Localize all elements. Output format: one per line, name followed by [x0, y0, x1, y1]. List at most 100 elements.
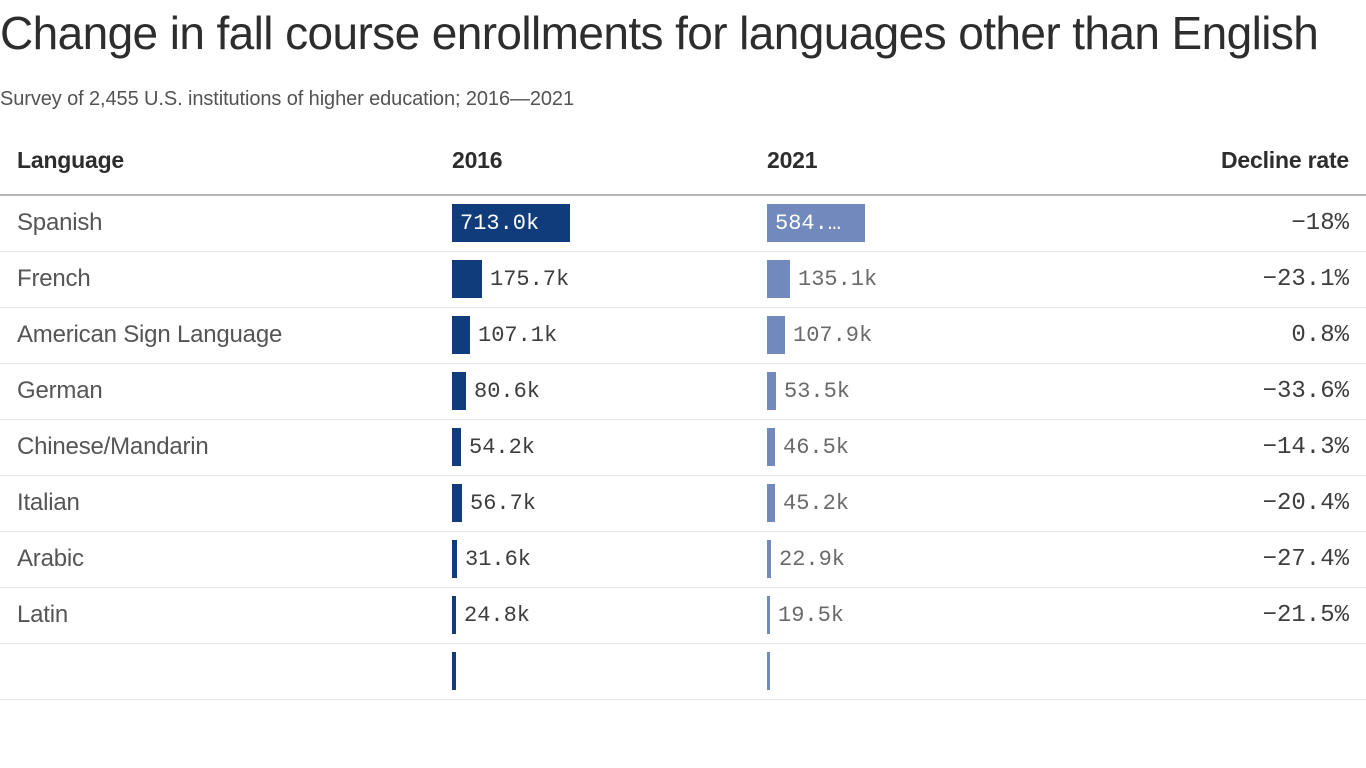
chart-header: Change in fall course enrollments for la…: [0, 0, 1366, 111]
bar-2021[interactable]: [767, 372, 776, 411]
table-header-row: Language 2016 2021 Decline rate: [0, 147, 1366, 195]
cell-2016: 713.0k: [452, 195, 767, 252]
cell-2016: 54.2k: [452, 419, 767, 475]
bar-group-2021: 22.9k: [767, 532, 1117, 587]
cell-decline-rate: −20.4%: [1262, 489, 1349, 517]
cell-decline-rate: −23.1%: [1262, 265, 1349, 293]
cell-language: American Sign Language: [17, 321, 283, 349]
cell-2021: 53.5k: [767, 363, 1117, 419]
cell-decline-rate: 0.8%: [1291, 321, 1349, 349]
cell-decline-rate: −14.3%: [1262, 433, 1349, 461]
table-row[interactable]: Spanish 713.0k 584.… −18%: [0, 195, 1366, 252]
cell-decline-rate: −33.6%: [1262, 377, 1349, 405]
table-row[interactable]: [0, 643, 1366, 700]
bar-group-2016: 80.6k: [452, 364, 767, 419]
cell-language: [0, 643, 452, 699]
column-header-2021[interactable]: 2021: [767, 146, 818, 173]
cell-language: Spanish: [17, 209, 103, 237]
bar-group-2021: 584.…: [767, 196, 1117, 251]
bar-2021[interactable]: [767, 260, 790, 299]
cell-2021: 19.5k: [767, 587, 1117, 643]
chart-subtitle: Survey of 2,455 U.S. institutions of hig…: [0, 87, 574, 110]
bar-group-2021: 135.1k: [767, 252, 1117, 307]
bar-value-label-2021: 22.9k: [779, 546, 846, 572]
table-row[interactable]: German 80.6k 53.5k −33.6%: [0, 363, 1366, 420]
cell-language: French: [17, 265, 91, 293]
column-header-language[interactable]: Language: [17, 146, 125, 173]
cell-2016: 107.1k: [452, 307, 767, 363]
cell-2016: 175.7k: [452, 251, 767, 307]
bar-2021[interactable]: [767, 484, 775, 523]
table-row[interactable]: American Sign Language 107.1k 107.9k 0.8%: [0, 307, 1366, 364]
bar-2016[interactable]: [452, 428, 461, 467]
bar-value-label-2016: 31.6k: [465, 546, 532, 572]
column-header-2016[interactable]: 2016: [452, 146, 503, 173]
table-row[interactable]: French 175.7k 135.1k −23.1%: [0, 251, 1366, 308]
bar-2021[interactable]: [767, 316, 785, 355]
bar-group-2021: 45.2k: [767, 476, 1117, 531]
bar-2016[interactable]: [452, 372, 466, 411]
cell-2016: 24.8k: [452, 587, 767, 643]
bar-group-2016: 713.0k: [452, 196, 767, 251]
table-body: Spanish 713.0k 584.… −18% French 175.7k 135.1k…: [0, 195, 1366, 700]
cell-2021: 584.…: [767, 195, 1117, 252]
bar-value-label-2016: 107.1k: [478, 322, 558, 348]
bar-2016[interactable]: 713.0k: [452, 204, 570, 243]
bar-group-2021: 53.5k: [767, 364, 1117, 419]
bar-value-label-2021: 584.…: [775, 210, 842, 236]
bar-value-label-2016: 54.2k: [469, 434, 536, 460]
bar-group-2016: [452, 644, 767, 699]
bar-value-label-2016: 80.6k: [474, 378, 541, 404]
cell-language: Chinese/Mandarin: [17, 433, 209, 461]
bar-2016[interactable]: [452, 540, 457, 579]
bar-2021[interactable]: [767, 652, 770, 691]
bar-value-label-2016: 24.8k: [464, 602, 531, 628]
table-row[interactable]: Latin 24.8k 19.5k −21.5%: [0, 587, 1366, 644]
cell-decline-rate: [1117, 643, 1366, 699]
bar-2021[interactable]: [767, 540, 771, 579]
bar-2016[interactable]: [452, 316, 470, 355]
cell-2021: 22.9k: [767, 531, 1117, 587]
cell-2021: 46.5k: [767, 419, 1117, 475]
cell-2021: 45.2k: [767, 475, 1117, 531]
bar-2016[interactable]: [452, 596, 456, 635]
table-row[interactable]: Chinese/Mandarin 54.2k 46.5k −14.3%: [0, 419, 1366, 476]
cell-language: Italian: [17, 489, 80, 517]
cell-language: German: [17, 377, 103, 405]
bar-value-label-2021: 107.9k: [793, 322, 873, 348]
cell-decline-rate: −18%: [1291, 209, 1349, 237]
bar-value-label-2021: 53.5k: [784, 378, 851, 404]
cell-2021: 135.1k: [767, 251, 1117, 307]
bar-2016[interactable]: [452, 260, 482, 299]
bar-value-label-2016: 56.7k: [470, 490, 537, 516]
enrollment-table: Language 2016 2021 Decline rate Spanish 7…: [0, 147, 1366, 700]
bar-2016[interactable]: [452, 484, 462, 523]
cell-2016: 80.6k: [452, 363, 767, 419]
table-row[interactable]: Italian 56.7k 45.2k −20.4%: [0, 475, 1366, 532]
cell-decline-rate: −27.4%: [1262, 545, 1349, 573]
column-header-decline-rate[interactable]: Decline rate: [1221, 146, 1349, 173]
bar-value-label-2021: 19.5k: [778, 602, 845, 628]
bar-group-2021: 19.5k: [767, 588, 1117, 643]
bar-group-2021: [767, 644, 1117, 699]
bar-group-2016: 107.1k: [452, 308, 767, 363]
table-row[interactable]: Arabic 31.6k 22.9k −27.4%: [0, 531, 1366, 588]
cell-2016: 31.6k: [452, 531, 767, 587]
table-header: Language 2016 2021 Decline rate: [0, 147, 1366, 195]
bar-group-2016: 31.6k: [452, 532, 767, 587]
bar-2016[interactable]: [452, 652, 456, 691]
cell-language: Latin: [17, 601, 69, 629]
enrollment-table-wrap: Language 2016 2021 Decline rate Spanish 7…: [0, 147, 1366, 700]
bar-group-2021: 46.5k: [767, 420, 1117, 475]
bar-2021[interactable]: [767, 428, 775, 467]
bar-2021[interactable]: 584.…: [767, 204, 865, 243]
bar-value-label-2016: 175.7k: [490, 266, 570, 292]
bar-value-label-2021: 45.2k: [783, 490, 850, 516]
bar-group-2021: 107.9k: [767, 308, 1117, 363]
cell-2021: 107.9k: [767, 307, 1117, 363]
bar-group-2016: 54.2k: [452, 420, 767, 475]
cell-decline-rate: −21.5%: [1262, 601, 1349, 629]
bar-2021[interactable]: [767, 596, 770, 635]
cell-2016: 56.7k: [452, 475, 767, 531]
